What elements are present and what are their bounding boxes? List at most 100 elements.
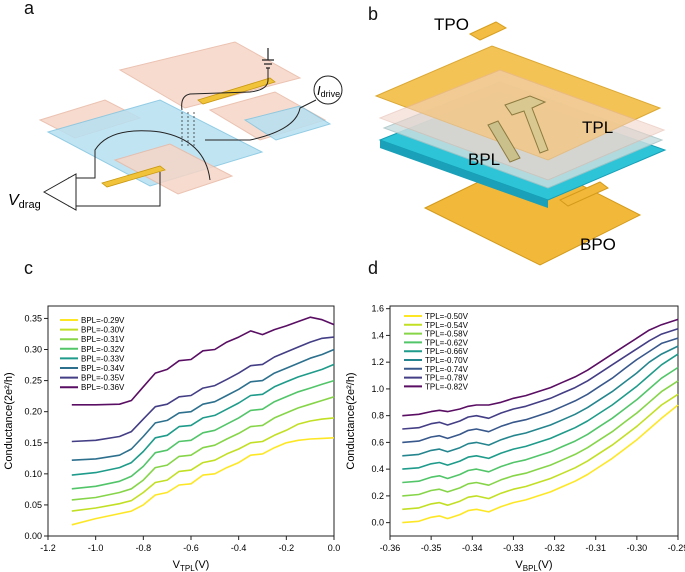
drive-wire-b	[205, 99, 317, 141]
x-tick-label: -1.0	[88, 543, 104, 553]
chart-d: -0.36 -0.35 -0.34 -0.33 -0.32 -0.31 -0.30 -0.29…	[345, 304, 685, 572]
via-lines	[181, 112, 195, 146]
series-line-0	[71, 437, 335, 526]
bottom-finger	[101, 165, 166, 188]
x-axis-label: VTPL(V)	[173, 559, 210, 572]
legend-label: TPL=-0.58V	[425, 330, 469, 339]
legend-label: TPL=-0.66V	[425, 347, 469, 356]
series-line-7	[402, 327, 679, 430]
y-tick-label: 0.0	[371, 518, 384, 528]
voltmeter-icon	[42, 173, 77, 211]
legend-label: BPL=-0.36V	[81, 383, 125, 392]
y-tick-label: 0.8	[371, 411, 384, 421]
bottom-gold-tab	[559, 181, 609, 207]
series-line-0	[402, 404, 679, 524]
schematic-b: TPO TPL BPL BPO	[374, 15, 667, 266]
y-tick-label: 0.6	[371, 437, 384, 447]
y-tick-label: 0.10	[24, 469, 42, 479]
x-tick-label: -0.6	[183, 543, 199, 553]
legend-label: BPL=-0.34V	[81, 364, 125, 373]
legend-label: TPL=-0.50V	[425, 312, 469, 321]
drag-wire-a	[68, 130, 211, 181]
x-tick-label: -0.4	[231, 543, 247, 553]
series-line-5	[402, 345, 679, 457]
series-line-3	[402, 366, 679, 484]
y-tick-label: 1.0	[371, 384, 384, 394]
series-line-6	[402, 337, 679, 444]
x-tick-label: 0.0	[328, 543, 341, 553]
y-axis-label: Conductance(2e²/h)	[345, 372, 357, 469]
x-tick-label: -0.36	[380, 543, 401, 553]
series-line-2	[402, 380, 679, 497]
y-tick-label: 1.4	[371, 330, 384, 340]
legend-label: BPL=-0.30V	[81, 326, 125, 335]
y-tick-label: 1.6	[371, 304, 384, 314]
bpl-label: BPL	[468, 150, 500, 169]
drive-wire-a	[181, 68, 269, 111]
legend-label: BPL=-0.31V	[81, 335, 125, 344]
y-tick-label: 0.15	[24, 438, 42, 448]
drag-wire-b	[68, 172, 161, 207]
pink-glass-layer	[378, 69, 666, 181]
y-tick-label: 0.05	[24, 500, 42, 510]
plot-frame	[389, 305, 679, 537]
x-tick-label: -0.29	[668, 543, 685, 553]
tpl-finger	[504, 95, 549, 154]
x-tick-label: -0.30	[627, 543, 648, 553]
bpo-label: BPO	[580, 235, 616, 254]
tpl-label: TPL	[582, 118, 613, 137]
current-source-icon	[313, 75, 343, 105]
y-tick-label: 0.35	[24, 313, 42, 323]
y-tick-label: 0.4	[371, 464, 384, 474]
cyan-substrate-edge	[380, 140, 548, 208]
y-tick-label: 1.2	[371, 357, 384, 367]
panel-label-d: d	[368, 258, 379, 278]
legend-label: TPL=-0.78V	[425, 374, 469, 383]
x-axis-label: VBPL(V)	[515, 559, 552, 572]
bottom-layer-plate-right	[243, 105, 332, 141]
series-line-6	[71, 336, 335, 443]
y-tick-label: 0.20	[24, 407, 42, 417]
bottom-gate-plate	[113, 143, 234, 195]
x-tick-label: -0.2	[279, 543, 295, 553]
panel-label-c: c	[24, 258, 33, 278]
top-finger	[197, 77, 276, 105]
legend-label: TPL=-0.74V	[425, 365, 469, 374]
vdrag-label: Vdrag	[8, 192, 41, 211]
ground-symbol	[262, 48, 274, 69]
series-line-7	[71, 316, 335, 406]
top-gold-tab	[468, 21, 508, 41]
y-axis-label: Conductance(2e²/h)	[3, 372, 15, 469]
series-line-3	[71, 379, 335, 490]
x-tick-label: -0.32	[544, 543, 565, 553]
legend-label: TPL=-0.54V	[425, 321, 469, 330]
y-tick-label: 0.30	[24, 345, 42, 355]
bpl-finger	[487, 120, 521, 163]
legend-label: BPL=-0.33V	[81, 354, 125, 363]
x-tick-label: -0.34	[462, 543, 483, 553]
series-line-1	[402, 393, 679, 511]
legend-label: TPL=-0.82V	[425, 382, 469, 391]
panel-label-a: a	[24, 0, 35, 18]
series-line-8	[402, 318, 679, 417]
y-tick-label: 0.25	[24, 376, 42, 386]
top-gate-plate	[118, 41, 302, 109]
x-tick-label: -1.2	[40, 543, 56, 553]
series-line-2	[71, 396, 335, 501]
tpo-label: TPO	[434, 15, 469, 34]
series-line-4	[402, 353, 679, 470]
series-line-4	[71, 363, 335, 476]
legend-label: BPL=-0.29V	[81, 316, 125, 325]
chart-c: -1.2 -1.0 -0.8 -0.6 -0.4 -0.2 0.0 0.00 0.05 0.10 0…	[3, 305, 341, 572]
idrive-label: Idrive	[317, 83, 340, 99]
x-tick-label: -0.31	[585, 543, 606, 553]
legend-label: BPL=-0.35V	[81, 374, 125, 383]
series-line-1	[71, 417, 335, 512]
legend-label: TPL=-0.62V	[425, 338, 469, 347]
x-tick-label: -0.35	[421, 543, 442, 553]
x-tick-label: -0.8	[136, 543, 152, 553]
schematic-a: Idrive Vdrag	[8, 41, 343, 211]
legend-label: BPL=-0.32V	[81, 345, 125, 354]
y-tick-label: 0.2	[371, 491, 384, 501]
